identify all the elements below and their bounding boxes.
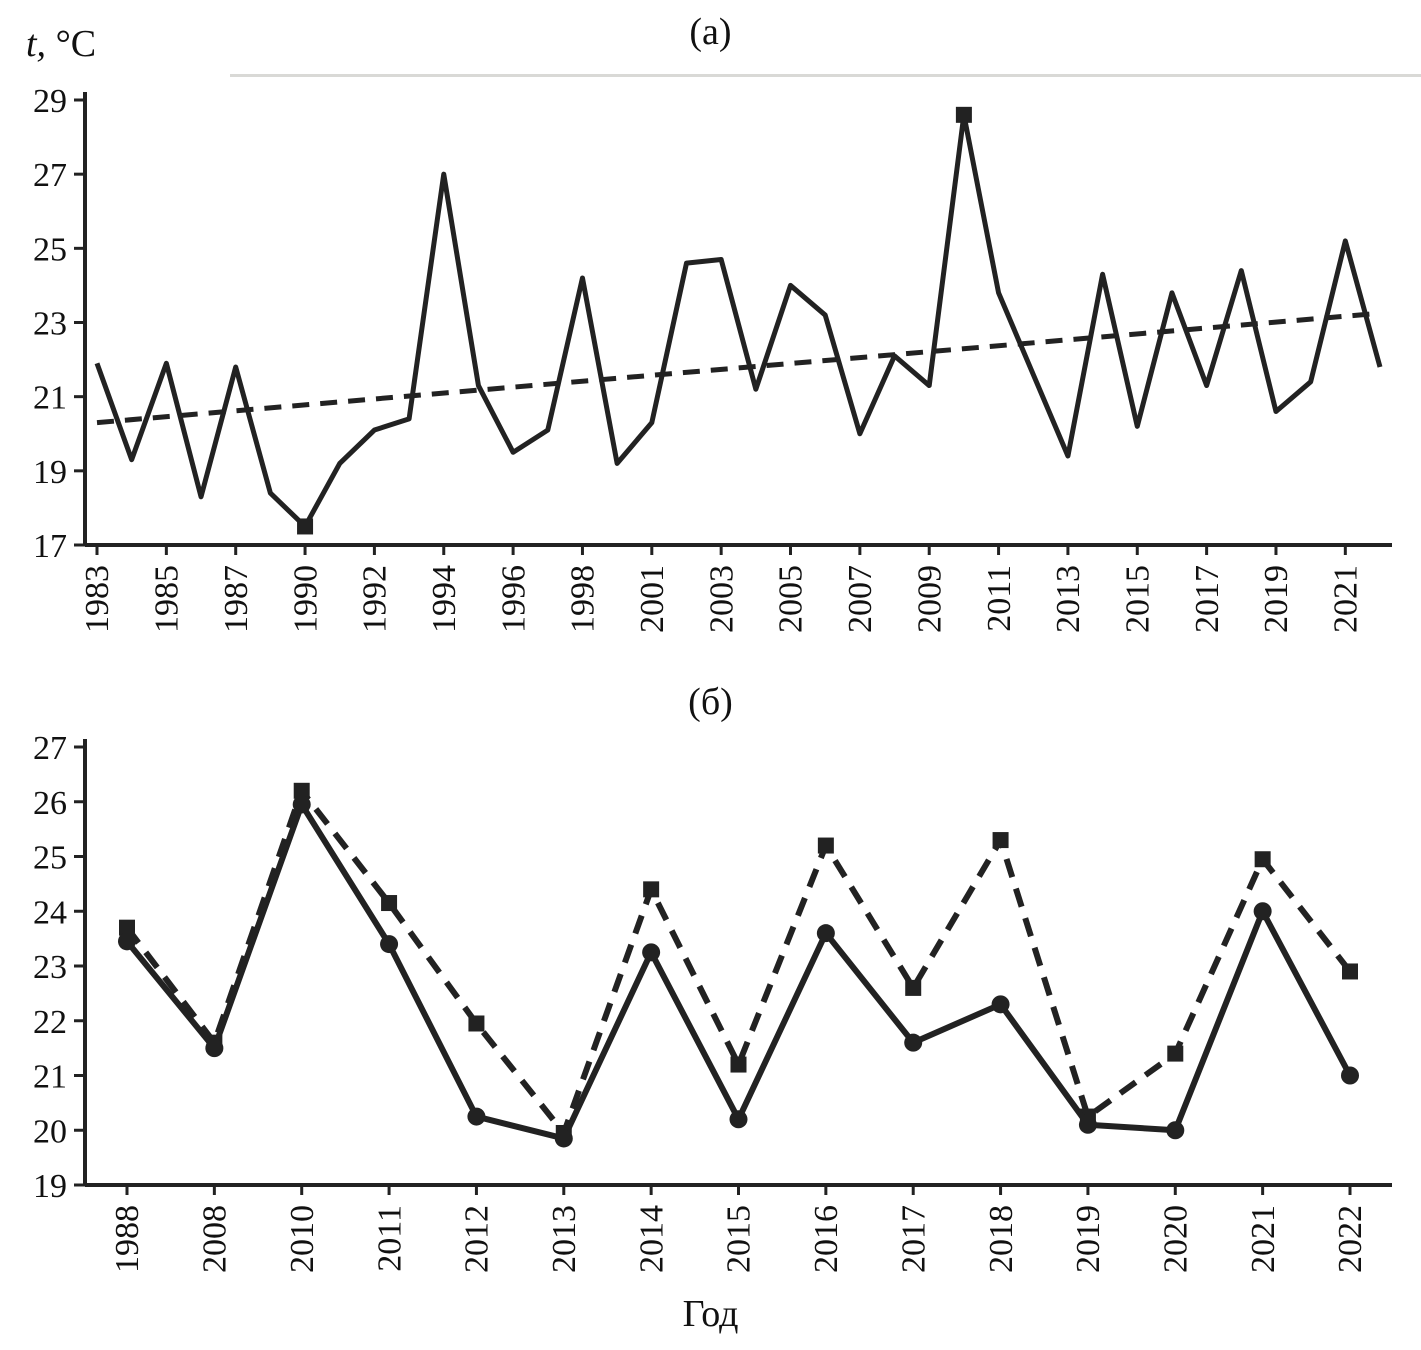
square-marker: [468, 1015, 485, 1032]
y-tick-label: 27: [33, 730, 67, 767]
circle-marker: [816, 924, 835, 943]
x-tick-label-year: 2011: [981, 565, 1018, 632]
circle-marker: [118, 932, 136, 951]
y-axis-label-temperature: t, °C: [26, 23, 97, 65]
x-tick-label-year: 1992: [357, 565, 394, 633]
x-tick-label-year: 2009: [911, 565, 948, 633]
x-tick-label-year: 2010: [284, 1205, 321, 1273]
square-marker: [643, 881, 660, 898]
y-tick-label: 22: [33, 1004, 67, 1041]
x-tick-label-year: 2021: [1245, 1205, 1282, 1273]
x-tick-label-year: 2012: [459, 1205, 496, 1273]
y-tick-label: 21: [33, 1059, 67, 1096]
square-marker: [1254, 851, 1271, 868]
x-tick-label-year: 2016: [808, 1205, 845, 1273]
panel-b-label: (б): [688, 681, 733, 723]
x-tick-label-year: 1994: [426, 565, 463, 633]
x-tick-label-year: 2019: [1258, 565, 1295, 633]
y-tick-label: 17: [33, 528, 67, 565]
x-tick-label-year: 2022: [1332, 1205, 1369, 1273]
x-tick-label-year: 1985: [149, 565, 186, 633]
x-tick-label-year: 2018: [983, 1205, 1020, 1273]
circle-marker: [1341, 1066, 1359, 1085]
x-tick-label-year: 1987: [218, 565, 255, 633]
x-tick-label-year: 1983: [79, 565, 116, 633]
square-marker: [1342, 963, 1358, 980]
circle-marker: [205, 1039, 224, 1058]
square-marker: [297, 518, 314, 535]
x-tick-label-year: 2017: [895, 1205, 932, 1273]
series-line-annual-temperature: [94, 112, 1383, 529]
series-line-solid-circles-series: [124, 801, 1353, 1142]
x-tick-label-year: 2015: [1119, 565, 1156, 633]
x-tick-label-year: 2019: [1070, 1205, 1107, 1273]
y-tick-label: 27: [33, 157, 67, 194]
circle-marker: [1253, 902, 1272, 921]
x-tick-label-year: 2008: [197, 1205, 234, 1273]
y-tick-label: 19: [33, 454, 67, 491]
circle-marker: [729, 1110, 748, 1129]
square-marker: [817, 837, 834, 854]
square-marker: [381, 895, 398, 912]
circle-marker: [292, 795, 311, 814]
chart-a-temperature-timeseries: 17 19 21 23 25 27 29 1983 1985 1987 1990 1992 1994 19…: [33, 83, 1392, 633]
x-tick-label-year: 2011: [371, 1205, 408, 1272]
series-line-linear-trend: [96, 310, 1381, 426]
x-tick-label-year: 1996: [495, 565, 532, 633]
x-tick-label-year: 2017: [1189, 565, 1226, 633]
circle-marker: [904, 1033, 923, 1052]
x-tick-label-year: 2007: [842, 565, 879, 633]
x-axis-label-year: Год: [682, 1293, 739, 1335]
x-tick-label-year: 1998: [565, 565, 602, 633]
x-tick-label-year: 2020: [1158, 1205, 1195, 1273]
square-marker: [992, 832, 1009, 849]
y-tick-label: 26: [33, 785, 67, 822]
circle-marker: [642, 943, 661, 962]
x-tick-label-year: 1988: [109, 1205, 146, 1273]
x-tick-label-year: 2001: [634, 565, 671, 633]
square-marker: [293, 782, 310, 799]
x-tick-label-year: 2013: [1050, 565, 1087, 633]
circle-marker: [991, 995, 1010, 1014]
square-marker: [955, 106, 972, 123]
y-tick-label: 23: [33, 306, 67, 343]
y-tick-label: 21: [33, 380, 67, 417]
circle-marker: [467, 1107, 486, 1126]
x-tick-label-year: 2003: [703, 565, 740, 633]
circle-marker: [380, 935, 399, 954]
y-tick-label: 25: [33, 231, 67, 268]
y-tick-label: 19: [33, 1168, 67, 1205]
y-tick-label: 24: [33, 894, 67, 931]
circle-marker: [1166, 1121, 1185, 1140]
y-tick-label: 23: [33, 949, 67, 986]
x-tick-label-year: 1990: [287, 565, 324, 633]
y-tick-label: 20: [33, 1113, 67, 1150]
square-marker: [1167, 1045, 1184, 1062]
square-marker: [119, 919, 135, 936]
x-tick-label-year: 2015: [721, 1205, 758, 1273]
x-tick-label-year: 2013: [546, 1205, 583, 1273]
scan-artifact-line: [230, 74, 1421, 77]
y-tick-label: 29: [33, 83, 67, 120]
series-line-dashed-squares-series: [124, 787, 1353, 1136]
x-tick-label-year: 2021: [1328, 565, 1365, 633]
circle-marker: [1078, 1115, 1097, 1134]
square-marker: [905, 979, 922, 996]
panel-a-label: (а): [689, 11, 732, 53]
x-tick-label-year: 2014: [633, 1205, 670, 1273]
circle-marker: [554, 1129, 573, 1148]
x-tick-label-year: 2005: [773, 565, 810, 633]
y-tick-label: 25: [33, 840, 67, 877]
square-marker: [730, 1056, 747, 1073]
